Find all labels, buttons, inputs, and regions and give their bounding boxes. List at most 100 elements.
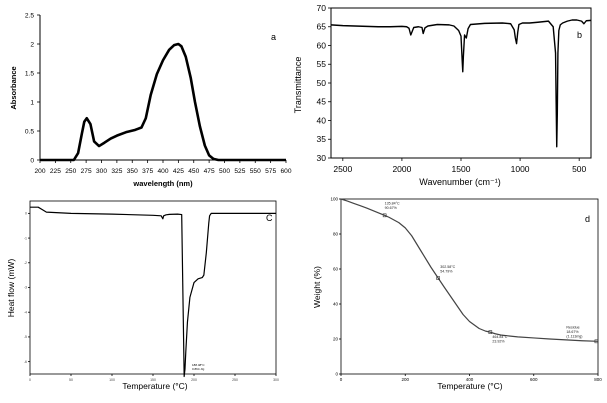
panel-c-heatflow-series — [30, 206, 276, 378]
panel-c-xtick-label: 300 — [273, 378, 279, 382]
panel-d-annotation-text: 464.84°C — [492, 335, 507, 339]
panel-c-peak-label-temp: 188.48°C — [192, 363, 205, 367]
panel-c-ytick-label: -5 — [24, 335, 27, 339]
panel-a-xtick-label: 250 — [65, 168, 76, 175]
panel-a-ytick-label: 1.5 — [25, 70, 34, 77]
panel-a-uv-vis-chart: 200 225 250 275 300 325 350 375 400 425 450 475 500 5… — [9, 12, 292, 188]
panel-b-ytick-label: 65 — [317, 22, 327, 32]
panel-d-frame — [340, 198, 599, 375]
panel-d-ytick-label: 80 — [333, 232, 339, 237]
panel-a-xtick-label: 525 — [234, 168, 245, 175]
panel-a-xtick-label: 475 — [204, 168, 215, 175]
panel-b-xtick-label: 2500 — [333, 164, 352, 174]
panel-d-tga-chart: 0 200 400 600 800 0 20 40 60 80 100 135.84°C90.67… — [312, 197, 602, 391]
panel-d-annotation-text: (1.113mg) — [566, 334, 582, 338]
panel-d-annotation-marker — [436, 276, 441, 280]
panel-a-ytick-label: 0 — [30, 157, 34, 164]
panel-a-xtick-label: 550 — [250, 168, 261, 175]
panel-c-peak-label-value: 0.864 J/g — [192, 367, 205, 371]
panel-b-ytick-label: 50 — [317, 78, 327, 88]
panel-a-xtick-label: 375 — [142, 168, 153, 175]
panel-a-xtick-label: 350 — [127, 168, 138, 175]
panel-d-xtick-label: 400 — [466, 377, 474, 382]
panel-a-xtick-label: 200 — [34, 168, 45, 175]
panel-c-ytick-label: -6 — [24, 360, 27, 364]
panel-d-ytick-label: 20 — [333, 337, 339, 342]
panel-c-xtick-label: 100 — [109, 378, 115, 382]
panel-a-label: a — [271, 32, 276, 42]
panel-b-frame — [330, 7, 592, 159]
panel-a-ytick-label: 2.5 — [25, 12, 34, 19]
panel-d-ytick-label: 0 — [335, 372, 338, 377]
panel-a-xtick-label: 300 — [96, 168, 107, 175]
panel-c-frame — [29, 200, 277, 375]
panel-a-xtick-label: 400 — [157, 168, 168, 175]
panel-a-xtick-label: 450 — [188, 168, 199, 175]
panel-d-annotation-marker — [488, 330, 493, 334]
panel-d-annotation-text: 54.79% — [440, 270, 453, 274]
panel-a-xtick-label: 325 — [111, 168, 122, 175]
panel-d-annotation-text: 135.84°C — [385, 201, 400, 205]
panel-d-label: d — [585, 214, 590, 224]
panel-b-xtick-label: 1000 — [511, 164, 530, 174]
panel-b-ftir-chart: 2500 2000 1500 1000 500 30 35 40 45 50 55 60 65 70 W… — [293, 3, 592, 187]
panel-c-ytick-label: -2 — [24, 261, 27, 265]
panel-b-ylabel: Transmittance — [293, 57, 303, 114]
panel-c-ytick-label: -1 — [24, 236, 27, 240]
panel-b-xlabel: Wavenumber (cm⁻¹) — [419, 177, 500, 187]
panel-d-ylabel: Weight (%) — [312, 266, 322, 308]
panel-d-xtick-label: 600 — [530, 377, 538, 382]
panel-b-xtick-label: 2000 — [392, 164, 411, 174]
panel-c-ytick-label: -3 — [24, 286, 27, 290]
panel-d-ytick-label: 100 — [330, 197, 338, 202]
panel-b-ytick-label: 30 — [317, 153, 327, 163]
panel-c-ylabel: Heat flow (mW) — [6, 259, 16, 318]
panel-d-annotation-text: 18.67% — [566, 330, 579, 334]
panel-a-xtick-label: 225 — [50, 168, 61, 175]
panel-a-xtick-label: 500 — [219, 168, 230, 175]
panel-c-xtick-label: 200 — [191, 378, 197, 382]
panel-d-ytick-label: 40 — [333, 302, 339, 307]
panel-b-ytick-label: 40 — [317, 115, 327, 125]
panel-b-xtick-label: 1500 — [452, 164, 471, 174]
panel-c-xtick-label: 50 — [69, 378, 73, 382]
panel-c-label: C — [266, 213, 273, 223]
panel-c-xtick-label: 250 — [232, 378, 238, 382]
panel-a-xtick-label: 275 — [81, 168, 92, 175]
panel-c-ytick-label: 0 — [25, 212, 27, 216]
panel-d-xtick-label: 0 — [340, 377, 343, 382]
panel-d-annotation-marker — [382, 213, 387, 218]
panel-b-ytick-label: 45 — [317, 97, 327, 107]
panel-a-absorbance-series — [40, 42, 286, 162]
panel-a-ytick-label: 2 — [30, 41, 34, 48]
panel-d-ytick-label: 60 — [333, 267, 339, 272]
panel-c-xtick-label: 150 — [150, 378, 156, 382]
panel-d-annotation-text: 302.58°C — [440, 265, 455, 269]
panel-c-xlabel: Temperature (°C) — [122, 381, 187, 391]
panel-d-annotation-marker — [594, 339, 599, 344]
panel-d-xtick-label: 200 — [401, 377, 409, 382]
panel-b-ytick-label: 70 — [317, 3, 327, 13]
panel-d-annotation-text: 90.67% — [385, 206, 398, 210]
panel-b-ytick-label: 60 — [317, 40, 327, 50]
panel-a-ytick-label: 1 — [30, 99, 34, 106]
panel-a-xtick-label: 425 — [173, 168, 184, 175]
panel-d-weight-series — [340, 198, 599, 342]
panel-b-ytick-label: 35 — [317, 134, 327, 144]
panel-b-label: b — [577, 30, 582, 40]
panel-d-xtick-label: 800 — [594, 377, 602, 382]
panel-b-transmittance-series — [330, 19, 592, 148]
panel-a-ylabel: Absorbance — [9, 66, 18, 109]
panel-c-ytick-label: -4 — [24, 310, 27, 314]
panel-a-xlabel: wavelength (nm) — [132, 179, 193, 188]
panel-d-xlabel: Temperature (°C) — [437, 381, 502, 391]
panel-a-xtick-label: 600 — [280, 168, 291, 175]
panel-d-annotation-text: 23.92% — [492, 340, 505, 344]
panel-d-annotation-text: Residue — [566, 325, 579, 329]
panel-b-xtick-label: 500 — [572, 164, 586, 174]
panel-a-ytick-label: 0.5 — [25, 128, 34, 135]
panel-a-axes — [39, 15, 286, 161]
panel-a-xtick-label: 575 — [265, 168, 276, 175]
panel-c-dsc-chart: 0 50 100 150 200 250 300 0 -1 -2 -3 -4 -5 -6 188.48°… — [6, 200, 279, 391]
